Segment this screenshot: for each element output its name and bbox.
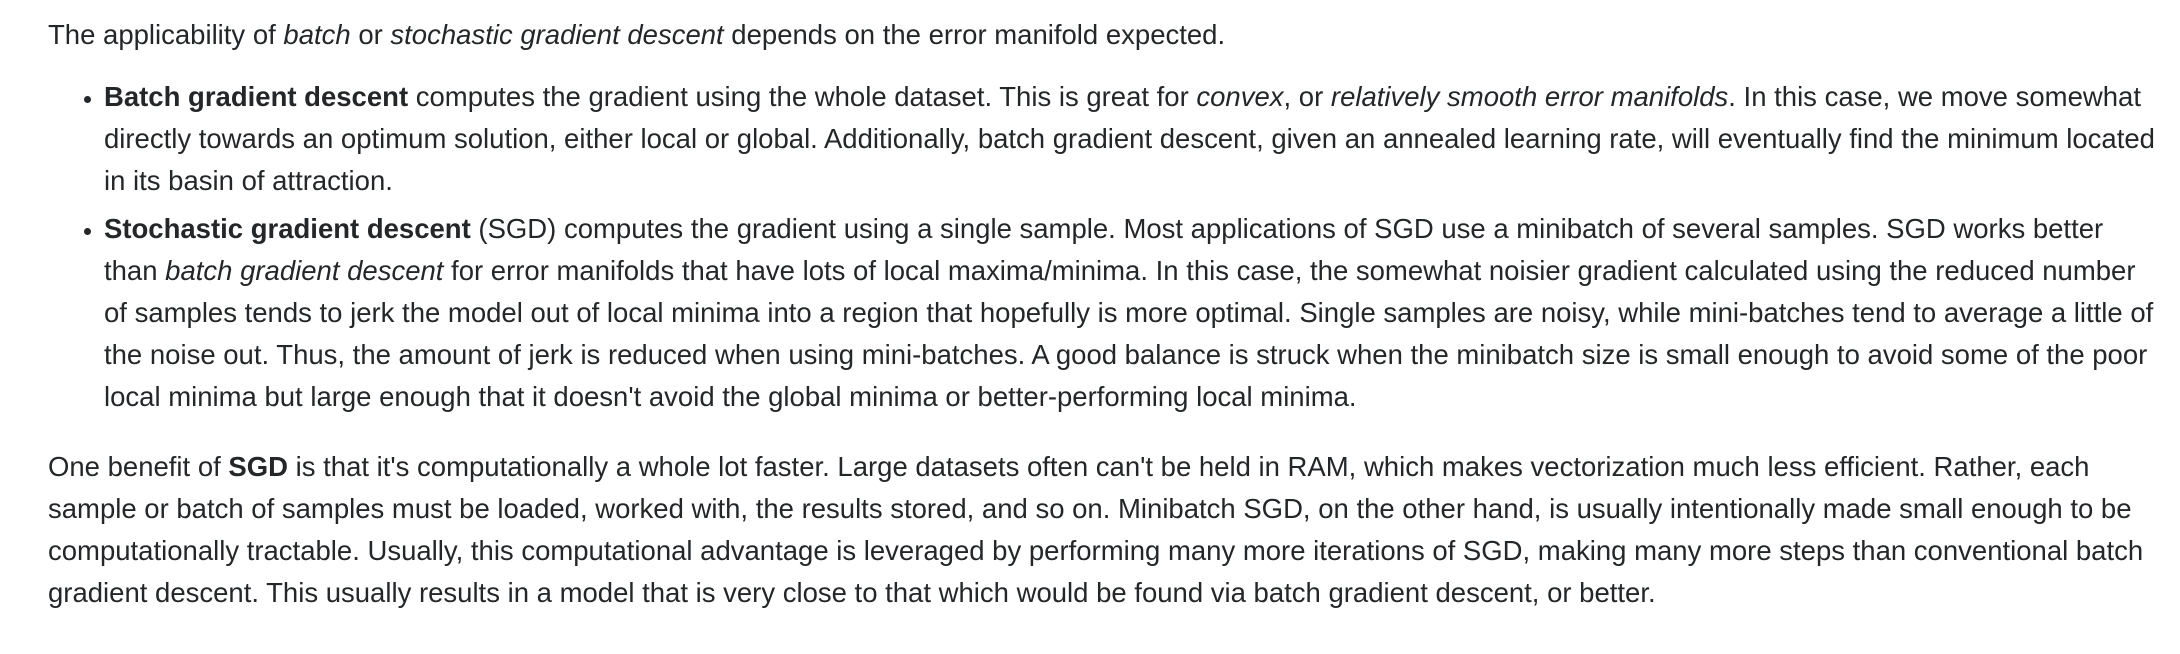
list-item-sgd: Stochastic gradient descent (SGD) comput… xyxy=(104,208,2158,418)
intro-emphasis-sgd: stochastic gradient descent xyxy=(390,19,724,50)
sgd-emphasis-batch: batch gradient descent xyxy=(165,255,444,286)
list-item-batch: Batch gradient descent computes the grad… xyxy=(104,76,2158,202)
intro-paragraph: The applicability of batch or stochastic… xyxy=(48,14,2158,56)
batch-text-3: . In this case, we move somewhat directl… xyxy=(104,81,2155,196)
batch-text-2: , or xyxy=(1283,81,1331,112)
sgd-term: Stochastic gradient descent xyxy=(104,213,471,244)
intro-text-3: depends on the error manifold expected. xyxy=(723,19,1226,50)
batch-emphasis-smooth: relatively smooth error manifolds xyxy=(1330,81,1729,112)
sgd-text-1: (SGD) computes the gradient using a sing… xyxy=(104,213,2104,286)
batch-term: Batch gradient descent xyxy=(104,81,409,112)
intro-emphasis-batch: batch xyxy=(283,19,351,50)
closing-text-2: is that it's computationally a whole lot… xyxy=(48,451,2144,608)
method-list: Batch gradient descent computes the grad… xyxy=(48,76,2158,418)
answer-body: The applicability of batch or stochastic… xyxy=(48,14,2158,614)
batch-text-1: computes the gradient using the whole da… xyxy=(408,81,1197,112)
sgd-text-2: for error manifolds that have lots of lo… xyxy=(104,255,2154,412)
batch-emphasis-convex: convex xyxy=(1196,81,1284,112)
closing-emphasis-sgd: SGD xyxy=(228,451,288,482)
intro-text-2: or xyxy=(350,19,391,50)
intro-text-1: The applicability of xyxy=(48,19,284,50)
closing-paragraph: One benefit of SGD is that it's computat… xyxy=(48,446,2158,614)
closing-text-1: One benefit of xyxy=(48,451,229,482)
